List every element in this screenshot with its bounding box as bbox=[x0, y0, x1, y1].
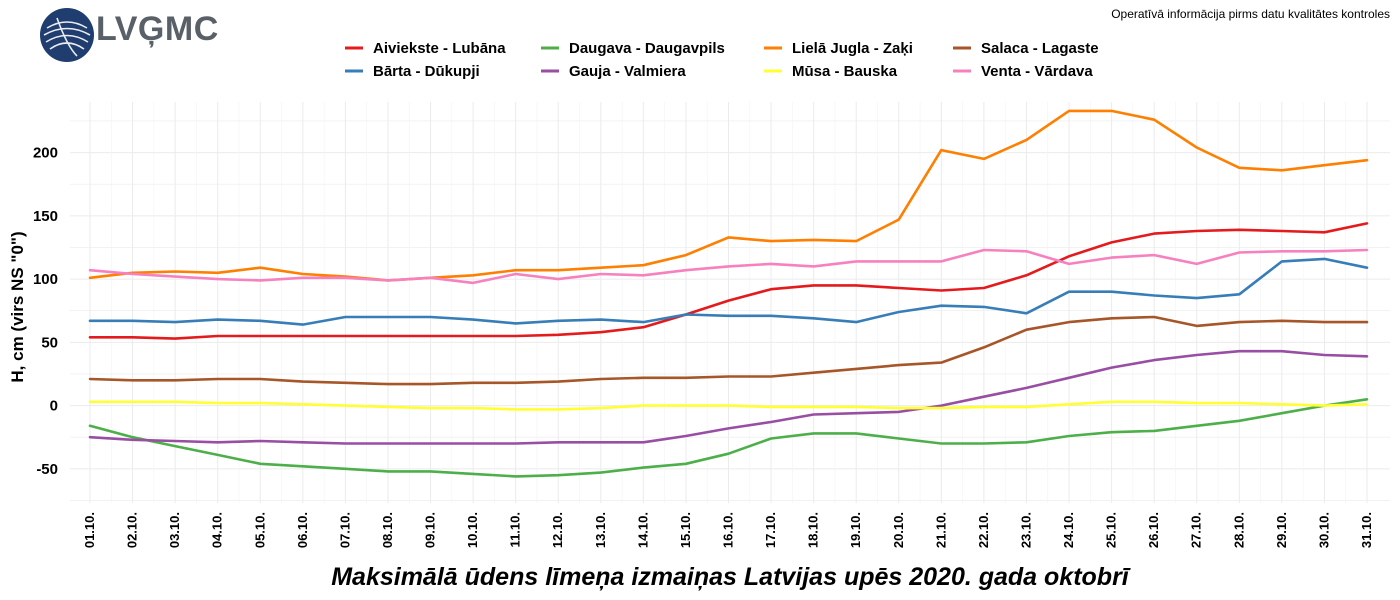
x-tick-label: 03.10. bbox=[167, 512, 182, 548]
x-tick-label: 10.10. bbox=[465, 512, 480, 548]
chart-title: Maksimālā ūdens līmeņa izmaiņas Latvijas… bbox=[331, 563, 1129, 591]
legend-label: Bārta - Dūkupji bbox=[373, 63, 480, 80]
x-tick-label: 25.10. bbox=[1104, 512, 1119, 548]
y-tick-label: 100 bbox=[33, 271, 58, 288]
x-tick-label: 01.10. bbox=[82, 512, 97, 548]
x-tick-label: 23.10. bbox=[1018, 512, 1033, 548]
x-tick-label: 27.10. bbox=[1189, 512, 1204, 548]
x-tick-label: 04.10. bbox=[210, 512, 225, 548]
y-axis-title: H, cm (virs NS "0") bbox=[8, 231, 27, 382]
legend-label: Aiviekste - Lubāna bbox=[373, 40, 506, 57]
legend-label: Daugava - Daugavpils bbox=[569, 40, 725, 57]
x-tick-label: 19.10. bbox=[848, 512, 863, 548]
x-tick-label: 28.10. bbox=[1231, 512, 1246, 548]
x-tick-label: 24.10. bbox=[1061, 512, 1076, 548]
x-tick-label: 05.10. bbox=[252, 512, 267, 548]
x-tick-label: 21.10. bbox=[933, 512, 948, 548]
series-line-aiviekste-lub-na bbox=[88, 222, 1369, 340]
y-tick-label: 200 bbox=[33, 145, 58, 162]
y-tick-label: 50 bbox=[41, 334, 58, 351]
legend-label: Lielā Jugla - Zaķi bbox=[792, 40, 913, 57]
x-tick-label: 07.10. bbox=[337, 512, 352, 548]
y-tick-label: 0 bbox=[50, 398, 58, 415]
y-tick-label: 150 bbox=[33, 208, 58, 225]
x-tick-label: 06.10. bbox=[295, 512, 310, 548]
series-line-gauja-valmiera bbox=[88, 349, 1369, 445]
x-tick-label: 14.10. bbox=[635, 512, 650, 548]
x-tick-label: 08.10. bbox=[380, 512, 395, 548]
x-tick-label: 17.10. bbox=[763, 512, 778, 548]
logo-text: LVĢMC bbox=[96, 10, 219, 48]
series-line-salaca-lagaste bbox=[88, 315, 1369, 386]
y-tick-label: -50 bbox=[36, 461, 58, 478]
series-line-m-sa-bauska bbox=[88, 400, 1369, 411]
x-tick-label: 26.10. bbox=[1146, 512, 1161, 548]
legend-label: Mūsa - Bauska bbox=[792, 63, 898, 80]
legend: Aiviekste - Lubāna Bārta - Dūkupji Daugava… bbox=[345, 40, 1099, 80]
x-tick-label: 31.10. bbox=[1359, 512, 1374, 548]
x-tick-label: 09.10. bbox=[423, 512, 438, 548]
series-line-b-rta-d-kupji bbox=[88, 257, 1369, 326]
lvgmc-logo bbox=[40, 8, 94, 62]
x-tick-label: 02.10. bbox=[125, 512, 140, 548]
legend-label: Salaca - Lagaste bbox=[981, 40, 1099, 57]
disclaimer-text: Operatīvā informācija pirms datu kvalitā… bbox=[1111, 7, 1390, 21]
grid-lines bbox=[70, 102, 1390, 503]
x-tick-label: 11.10. bbox=[508, 512, 523, 547]
x-tick-label: 22.10. bbox=[976, 512, 991, 548]
legend-label: Gauja - Valmiera bbox=[569, 63, 686, 80]
series-line-venta-v-rdava bbox=[88, 248, 1369, 285]
legend-label: Venta - Vārdava bbox=[981, 63, 1093, 80]
x-tick-label: 13.10. bbox=[593, 512, 608, 548]
x-tick-label: 30.10. bbox=[1316, 512, 1331, 548]
series-line-daugava-daugavpils bbox=[88, 397, 1369, 478]
series-line-liel-jugla-za-i bbox=[88, 109, 1369, 282]
x-axis-ticks: 01.10. 02.10. 03.10. 04.10. 05.10. 06.10. 07.1… bbox=[82, 512, 1374, 548]
x-tick-label: 29.10. bbox=[1274, 512, 1289, 548]
x-tick-label: 16.10. bbox=[721, 512, 736, 548]
x-tick-label: 20.10. bbox=[891, 512, 906, 548]
x-tick-label: 12.10. bbox=[550, 512, 565, 548]
series-lines bbox=[88, 109, 1369, 478]
x-tick-label: 18.10. bbox=[806, 512, 821, 548]
x-tick-label: 15.10. bbox=[678, 512, 693, 548]
y-axis-ticks: -50 0 50 100 150 200 bbox=[33, 145, 58, 478]
